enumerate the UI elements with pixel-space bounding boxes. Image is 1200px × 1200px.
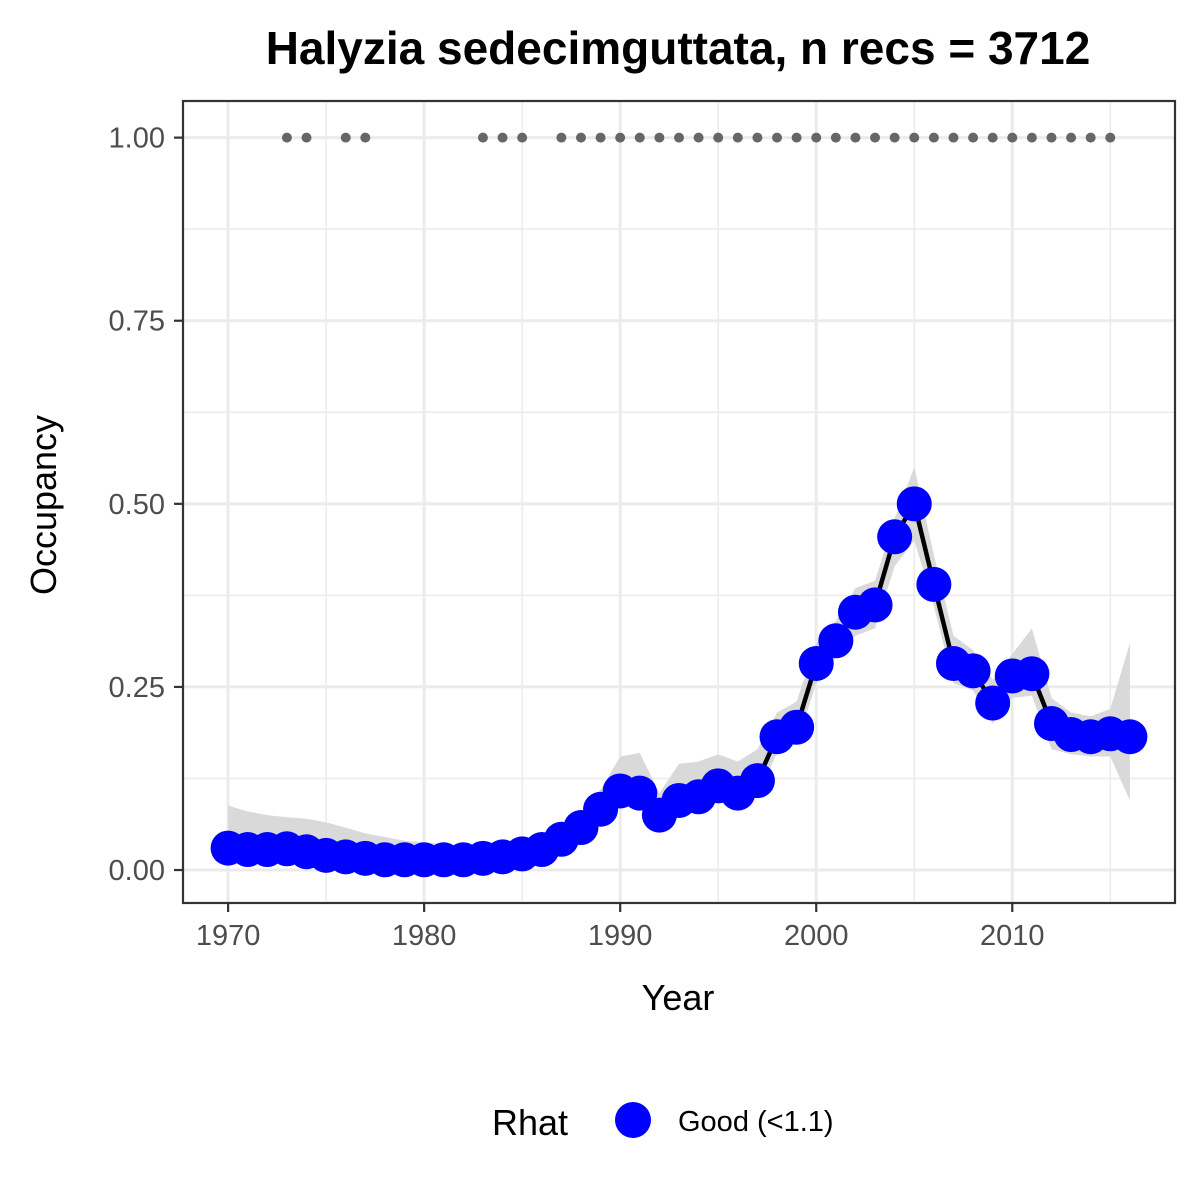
y-axis-title: Occupancy xyxy=(23,415,64,595)
record-year-dot xyxy=(693,132,704,143)
record-year-dot xyxy=(575,132,586,143)
legend-label-good: Good (<1.1) xyxy=(678,1106,834,1138)
record-year-dot xyxy=(281,132,292,143)
record-year-dot xyxy=(477,132,488,143)
y-tick-label: 0.00 xyxy=(109,855,165,887)
legend-key-good xyxy=(615,1102,651,1138)
x-tick-label: 1970 xyxy=(196,920,261,952)
record-year-dot xyxy=(791,132,802,143)
occupancy-point xyxy=(798,645,834,681)
record-year-dot xyxy=(1105,132,1116,143)
occupancy-point xyxy=(896,486,932,522)
record-year-dot xyxy=(987,132,998,143)
record-year-dot xyxy=(752,132,763,143)
record-year-dot xyxy=(1046,132,1057,143)
legend-title: Rhat xyxy=(492,1102,568,1143)
record-year-dot xyxy=(340,132,351,143)
record-year-dot xyxy=(556,132,567,143)
occupancy-point xyxy=(877,519,913,555)
record-year-dot xyxy=(772,132,783,143)
record-year-dot xyxy=(850,132,861,143)
occupancy-point xyxy=(1014,656,1050,692)
x-tick-label: 2000 xyxy=(784,920,849,952)
record-year-dot xyxy=(870,132,881,143)
occupancy-point xyxy=(955,653,991,689)
record-year-dot xyxy=(968,132,979,143)
chart-title: Halyzia sedecimguttata, n recs = 3712 xyxy=(266,22,1091,74)
record-year-dot xyxy=(889,132,900,143)
y-tick-label: 1.00 xyxy=(109,123,165,155)
y-tick-label: 0.25 xyxy=(109,672,165,704)
record-year-dot xyxy=(1085,132,1096,143)
record-year-dot xyxy=(1026,132,1037,143)
occupancy-point xyxy=(779,709,815,745)
record-year-dot xyxy=(615,132,626,143)
record-year-dot xyxy=(301,132,312,143)
record-year-dot xyxy=(1007,132,1018,143)
record-year-dot xyxy=(811,132,822,143)
occupancy-point xyxy=(975,685,1011,721)
record-year-dot xyxy=(360,132,371,143)
record-year-dot xyxy=(830,132,841,143)
occupancy-point xyxy=(916,566,952,602)
y-tick-label: 0.50 xyxy=(109,489,165,521)
record-year-dot xyxy=(909,132,920,143)
occupancy-point xyxy=(1112,719,1148,755)
legend: Rhat Good (<1.1) xyxy=(492,1102,834,1143)
record-year-dot xyxy=(928,132,939,143)
y-tick-label: 0.75 xyxy=(109,306,165,338)
record-year-dot xyxy=(595,132,606,143)
x-tick-label: 2010 xyxy=(980,920,1045,952)
occupancy-point xyxy=(857,587,893,623)
record-year-dot xyxy=(732,132,743,143)
record-year-dot xyxy=(674,132,684,143)
x-axis-title: Year xyxy=(642,977,715,1018)
record-year-dot xyxy=(497,132,508,143)
occupancy-point xyxy=(818,623,854,659)
x-tick-label: 1980 xyxy=(392,920,457,952)
occupancy-point xyxy=(739,763,775,799)
x-tick-label: 1990 xyxy=(588,920,653,952)
record-year-dot xyxy=(1066,132,1077,143)
record-year-dot xyxy=(517,132,528,143)
record-year-dot xyxy=(948,132,959,143)
record-year-dot xyxy=(713,132,724,143)
panel-border xyxy=(181,99,1177,905)
record-year-dot xyxy=(634,132,645,143)
plot-panel: 1970 1980 1990 2000 2010 0.00 0.25 0.50 0.75 1.00 xyxy=(109,99,1177,952)
record-year-dot xyxy=(654,132,665,143)
